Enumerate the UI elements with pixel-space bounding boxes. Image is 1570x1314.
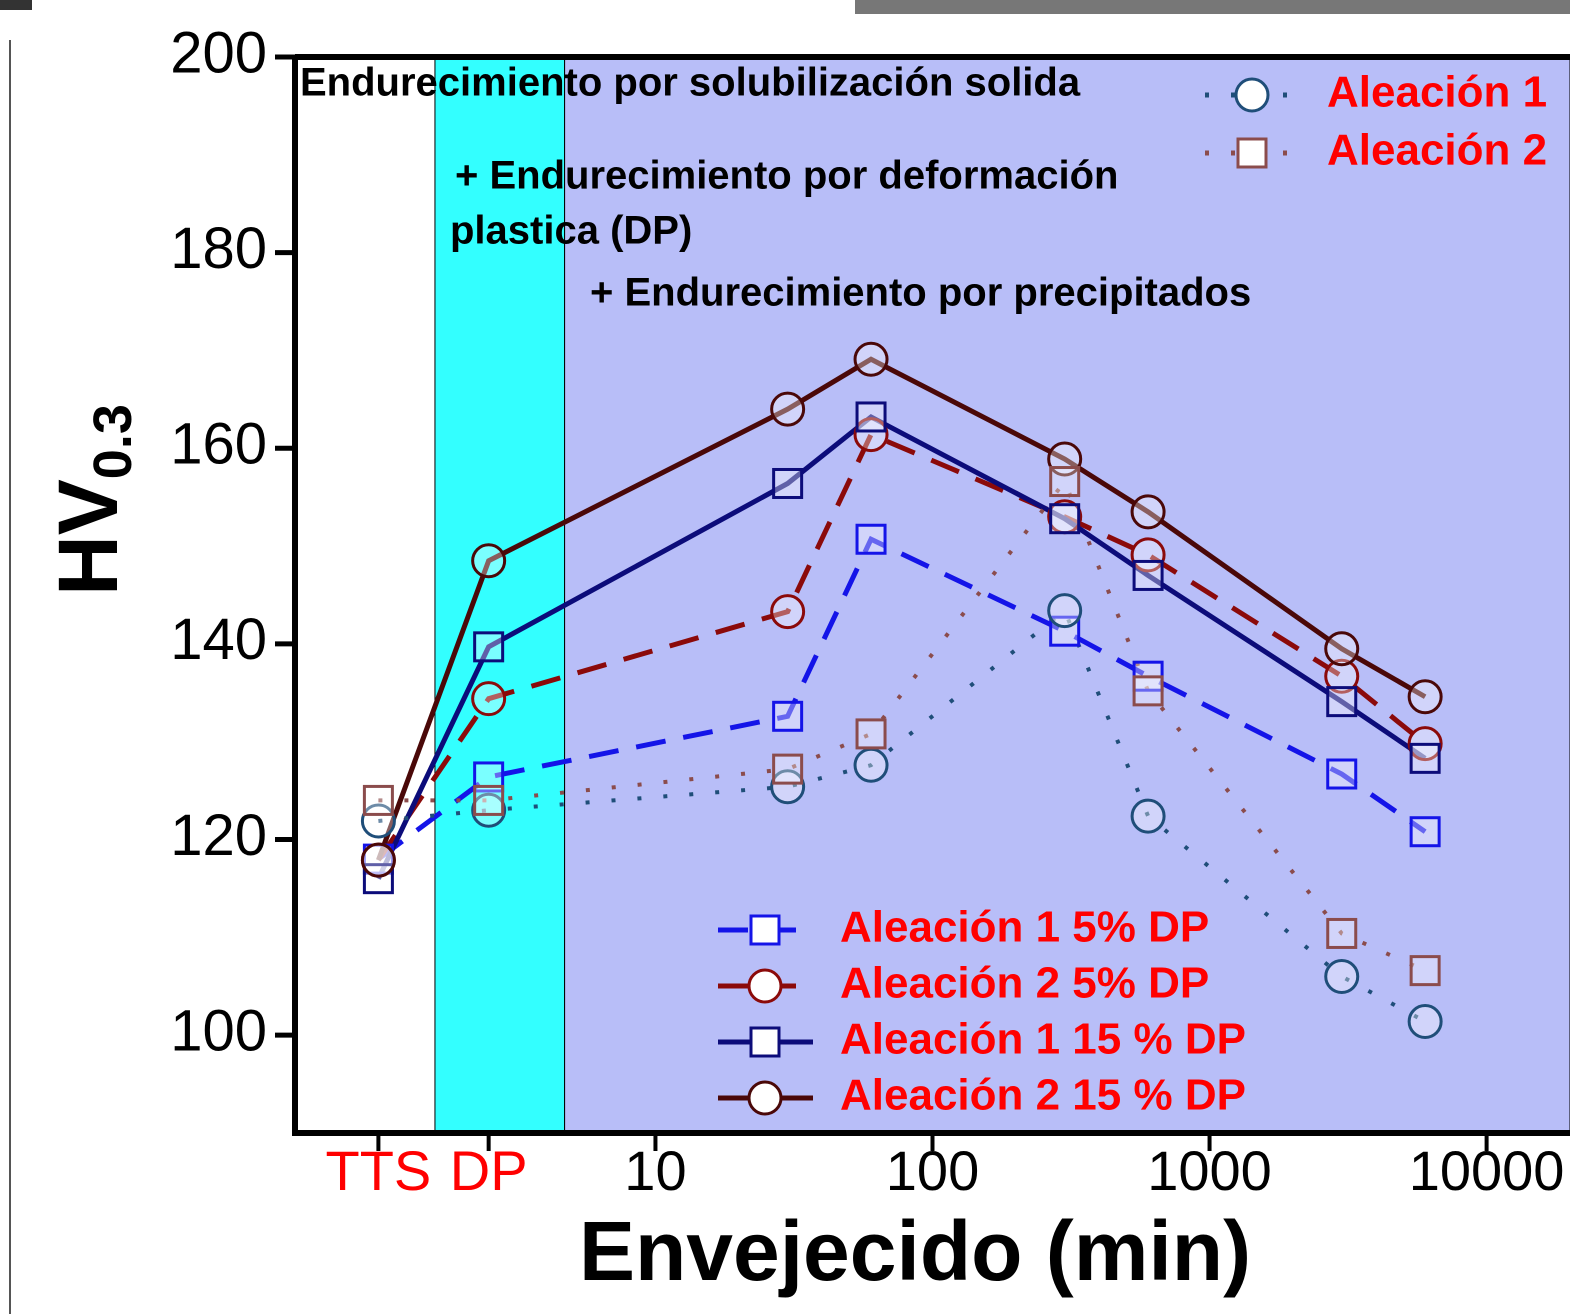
- marker: [1051, 468, 1079, 496]
- marker: [1328, 919, 1356, 947]
- marker: [475, 633, 503, 661]
- marker: [1411, 957, 1439, 985]
- y-tick-label: 100: [170, 999, 267, 1064]
- x-tick-label: 100: [886, 1139, 979, 1202]
- marker: [855, 343, 887, 375]
- marker: [857, 525, 885, 553]
- marker: [1326, 633, 1358, 665]
- x-tick-label: 1000: [1147, 1139, 1272, 1202]
- marker: [362, 844, 394, 876]
- marker: [774, 469, 802, 497]
- legend-marker: [1236, 79, 1268, 111]
- marker: [1134, 561, 1162, 589]
- legend-marker: [749, 1082, 781, 1114]
- x-tick-label: 10: [624, 1139, 686, 1202]
- marker: [364, 786, 392, 814]
- marker: [473, 545, 505, 577]
- marker: [475, 786, 503, 814]
- marker: [857, 720, 885, 748]
- y-axis-label-sub: 0.3: [83, 404, 143, 479]
- y-tick-label: 160: [170, 412, 267, 477]
- annotation: plastica (DP): [450, 209, 692, 253]
- y-axis-label: HV0.3: [41, 404, 143, 596]
- legend-label: Aleación 2: [1327, 126, 1547, 175]
- legend-marker: [749, 970, 781, 1002]
- marker: [1132, 800, 1164, 832]
- frame-decoration: [855, 0, 1570, 14]
- legend-marker: [1238, 139, 1266, 167]
- x-axis-label: Envejecido (min): [579, 1204, 1251, 1298]
- legend-label: Aleación 1 15 % DP: [840, 1015, 1246, 1064]
- y-tick-label: 180: [170, 216, 267, 281]
- marker: [1328, 760, 1356, 788]
- legend-label: Aleación 2 15 % DP: [840, 1071, 1246, 1120]
- annotation: + Endurecimiento por deformación: [455, 154, 1118, 198]
- marker: [1409, 1005, 1441, 1037]
- marker: [1411, 744, 1439, 772]
- chart: 100 120 140 160 180 200 TTS DP 10 100 1000 10000 Env…: [0, 0, 1570, 1314]
- y-tick-label: 120: [170, 803, 267, 868]
- frame-decoration: [0, 0, 32, 10]
- marker: [1049, 595, 1081, 627]
- marker: [774, 702, 802, 730]
- legend-marker: [751, 1028, 779, 1056]
- marker: [1051, 505, 1079, 533]
- y-axis-label-main: HV: [41, 479, 135, 596]
- annotation: Endurecimiento por solubilización solida: [300, 61, 1081, 105]
- marker: [1411, 818, 1439, 846]
- legend-label: Aleación 1 5% DP: [840, 903, 1209, 952]
- marker: [473, 683, 505, 715]
- legend-marker: [751, 916, 779, 944]
- marker: [772, 596, 804, 628]
- marker: [857, 403, 885, 431]
- marker: [1328, 688, 1356, 716]
- annotation: + Endurecimiento por precipitados: [590, 271, 1251, 315]
- x-tick-label: TTS: [326, 1139, 432, 1202]
- marker: [1409, 681, 1441, 713]
- marker: [774, 755, 802, 783]
- marker: [855, 749, 887, 781]
- legend-label: Aleación 1: [1327, 68, 1547, 117]
- x-tick-label: 10000: [1409, 1139, 1565, 1202]
- x-tick-label: DP: [450, 1139, 528, 1202]
- marker: [1134, 677, 1162, 705]
- page: {"chart_data": {"type": "line", "x_label…: [0, 0, 1570, 1314]
- marker: [772, 393, 804, 425]
- legend-label: Aleación 2 5% DP: [840, 959, 1209, 1008]
- y-tick-label: 140: [170, 607, 267, 672]
- marker: [1326, 960, 1358, 992]
- marker: [1132, 496, 1164, 528]
- y-tick-label: 200: [170, 20, 267, 85]
